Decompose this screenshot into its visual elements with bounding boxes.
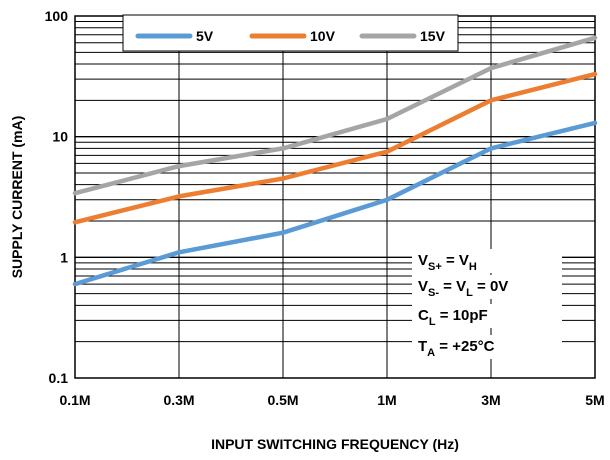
y-tick-label: 10 bbox=[52, 129, 68, 145]
x-tick-label: 0.1M bbox=[59, 392, 90, 408]
series-line-5v bbox=[72, 120, 598, 287]
condition-notes: VS+ = VH VS- = VL = 0V CL = 10pF TA = +25°C bbox=[412, 249, 562, 359]
y-tick-label: 100 bbox=[45, 8, 69, 24]
series-lines bbox=[72, 35, 598, 287]
x-tick-label: 5M bbox=[585, 392, 604, 408]
x-tick-label: 3M bbox=[481, 392, 500, 408]
y-tick-label: 1 bbox=[60, 249, 68, 265]
condition-line: TA = +25°C bbox=[418, 338, 495, 359]
legend-label: 10V bbox=[310, 28, 336, 44]
legend-box bbox=[122, 14, 459, 52]
condition-bg bbox=[412, 275, 562, 299]
y-tick-label: 0.1 bbox=[49, 370, 69, 386]
series-line-10v bbox=[72, 71, 598, 225]
condition-bg bbox=[412, 304, 562, 328]
series-line-15v bbox=[72, 35, 598, 196]
legend-label: 15V bbox=[420, 28, 446, 44]
condition-line: CL = 10pF bbox=[418, 307, 488, 328]
y-tick-labels: 100 10 1 0.1 bbox=[45, 8, 69, 386]
condition-bg bbox=[412, 335, 562, 359]
legend: 5V 10V 15V bbox=[122, 14, 459, 52]
condition-line: VS- = VL = 0V bbox=[418, 278, 508, 299]
condition-bg bbox=[412, 249, 562, 273]
condition-line: VS+ = VH bbox=[418, 252, 477, 273]
legend-label: 5V bbox=[196, 28, 214, 44]
x-tick-label: 1M bbox=[377, 392, 396, 408]
x-tick-labels: 0.1M 0.3M 0.5M 1M 3M 5M bbox=[59, 392, 604, 408]
x-tick-label: 0.5M bbox=[267, 392, 298, 408]
x-tick-label: 0.3M bbox=[163, 392, 194, 408]
x-axis-title: INPUT SWITCHING FREQUENCY (Hz) bbox=[211, 436, 459, 452]
y-axis-title: SUPPLY CURRENT (mA) bbox=[9, 116, 25, 279]
